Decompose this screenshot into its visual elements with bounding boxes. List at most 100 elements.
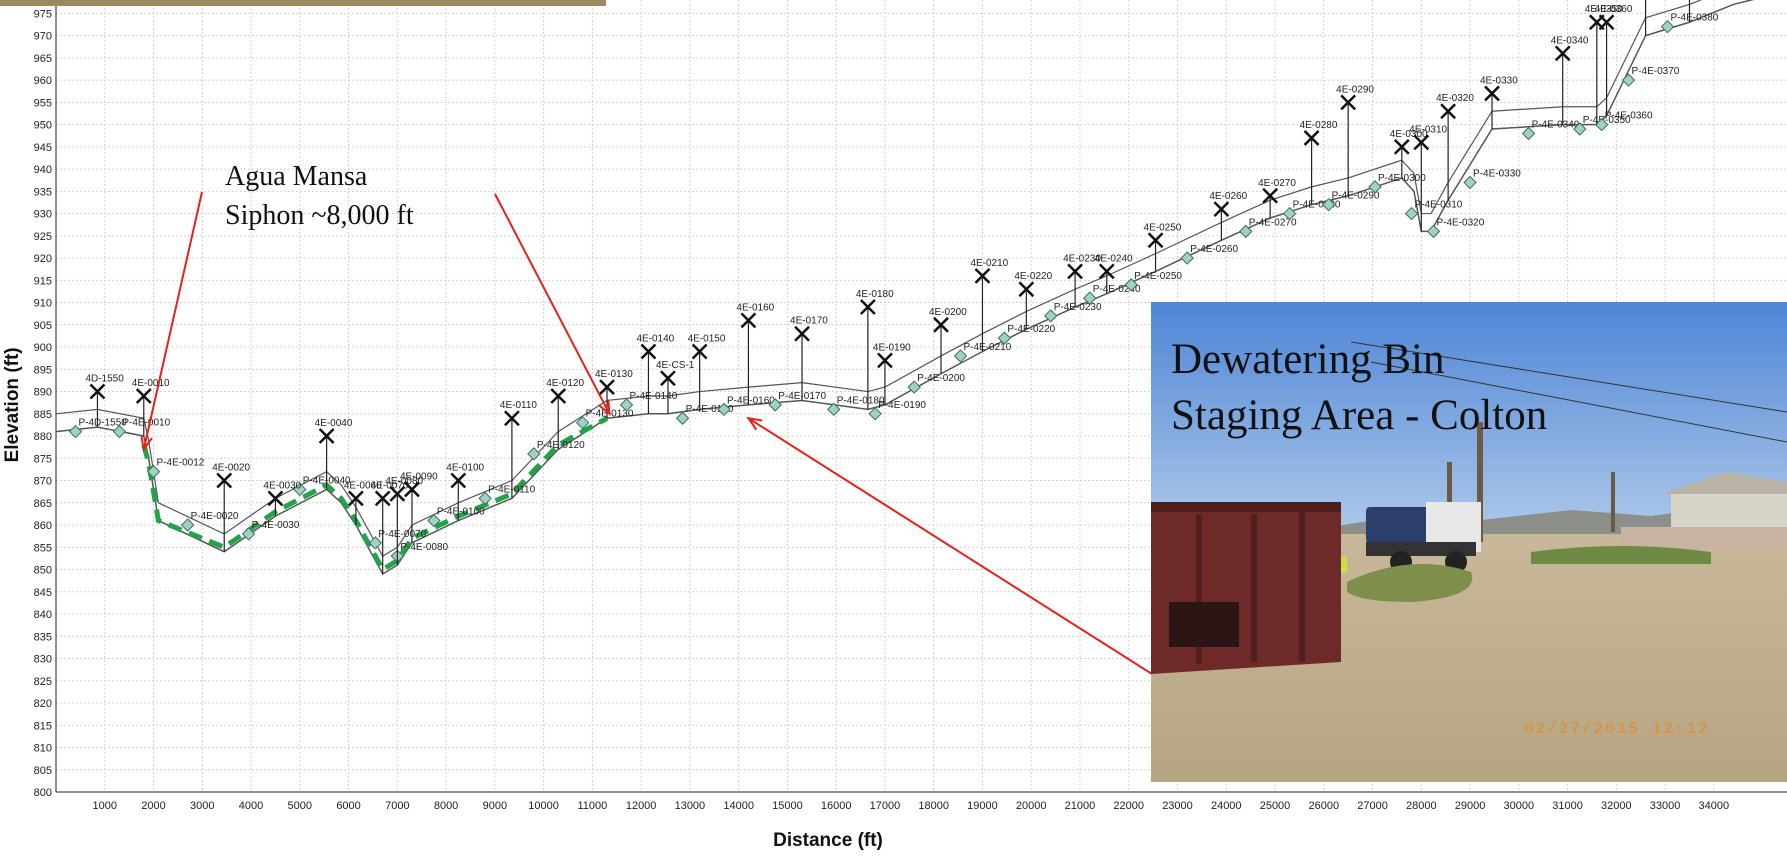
pipe-diamond-marker xyxy=(1368,180,1382,194)
manhole-label: 4E-0120 xyxy=(546,378,584,389)
manhole-label: 4E-0350 xyxy=(1585,4,1623,15)
y-tick-label: 805 xyxy=(34,765,52,777)
bin-staging-arrow-head xyxy=(746,416,763,431)
pipe-label: P-4E-0180 xyxy=(837,395,885,406)
pipe-diamond-marker xyxy=(241,527,256,541)
manhole-x-marker xyxy=(1340,94,1357,111)
y-tick-label: 935 xyxy=(34,186,52,198)
manhole-x-marker xyxy=(1413,134,1430,151)
pipe-label: P-4E-0070 xyxy=(378,529,426,540)
pipe-diamond-marker xyxy=(527,447,541,461)
manhole-label: 4E-0180 xyxy=(856,289,894,300)
y-tick-label: 825 xyxy=(34,676,52,688)
x-tick-label: 10000 xyxy=(528,800,559,812)
y-tick-label: 865 xyxy=(34,498,52,510)
x-tick-label: 21000 xyxy=(1065,800,1096,812)
manhole-x-marker xyxy=(974,267,991,284)
manhole-label: 4E-0110 xyxy=(500,400,538,411)
x-axis-title: Distance (ft) xyxy=(773,830,883,851)
y-tick-label: 885 xyxy=(34,409,52,421)
x-tick-label: 14000 xyxy=(723,800,754,812)
pipe-diamond-marker xyxy=(180,518,195,532)
y-tick-label: 900 xyxy=(34,342,52,354)
x-tick-label: 30000 xyxy=(1504,800,1535,812)
x-tick-label: 4000 xyxy=(239,800,263,812)
siphon-arrow-left xyxy=(142,191,203,450)
x-tick-label: 13000 xyxy=(675,800,706,812)
y-tick-label: 850 xyxy=(34,565,52,577)
pipe-label: P-4E-0100 xyxy=(437,507,485,518)
pipe-label: P-4E-0300 xyxy=(1378,173,1426,184)
pipe-label: P-4E-0230 xyxy=(1054,302,1102,313)
manhole-x-marker xyxy=(347,490,364,507)
pipe-label: P-4E-0240 xyxy=(1093,284,1141,295)
manhole-label: 4E-0250 xyxy=(1144,222,1182,233)
pipe-label: P-4E-0290 xyxy=(1332,191,1380,202)
x-tick-label: 31000 xyxy=(1552,800,1583,812)
y-tick-label: 930 xyxy=(34,209,52,221)
pipe-label: P-4E-0210 xyxy=(964,342,1012,353)
manhole-x-marker xyxy=(504,410,520,427)
x-tick-label: 7000 xyxy=(385,800,409,812)
pipe-label: P-4E-0160 xyxy=(727,395,775,406)
manhole-x-marker xyxy=(374,490,391,507)
pipe-diamond-marker xyxy=(953,349,968,363)
y-tick-label: 840 xyxy=(34,609,52,621)
siphon-arrow-right xyxy=(494,193,611,415)
staging-area-photo-drawing xyxy=(1151,302,1787,782)
manhole-x-marker xyxy=(599,379,615,395)
manhole-x-marker xyxy=(660,370,676,387)
pipe-label: P-4E-0360 xyxy=(1605,111,1653,122)
pipe-diamond-marker xyxy=(1180,251,1194,265)
manhole-label: 4E-0330 xyxy=(1480,75,1518,86)
pipe-diamond-marker xyxy=(1426,224,1441,239)
pipe-diamond-marker xyxy=(768,398,782,412)
siphon-annotation: Agua Mansa Siphon ~8,000 ft xyxy=(225,157,414,235)
pipe-diamond-marker xyxy=(68,424,83,439)
manhole-x-marker xyxy=(1440,103,1456,120)
pipe-label: P-4E-0370 xyxy=(1632,66,1680,77)
manhole-label: 4E-0360 xyxy=(1595,4,1633,15)
pipe-diamond-marker xyxy=(1660,19,1675,34)
pipe-label: P-4E-0330 xyxy=(1473,168,1521,179)
y-tick-label: 945 xyxy=(34,142,52,154)
y-tick-label: 910 xyxy=(34,298,52,310)
manhole-x-marker xyxy=(691,343,708,360)
pipe-diamond-marker xyxy=(675,411,690,425)
manhole-x-marker xyxy=(1393,138,1410,155)
x-tick-label: 17000 xyxy=(870,800,901,812)
manhole-x-marker xyxy=(404,481,420,498)
x-tick-label: 1000 xyxy=(93,800,117,812)
manhole-label: 4E-0290 xyxy=(1336,84,1374,95)
y-tick-label: 870 xyxy=(34,476,52,488)
x-tick-label: 11000 xyxy=(577,800,607,812)
manhole-x-marker xyxy=(1098,263,1115,280)
siphon-arrow-right-head xyxy=(598,399,611,417)
y-tick-label: 860 xyxy=(34,520,52,532)
pipe-diamond-marker xyxy=(827,402,841,417)
y-axis-title: Elevation (ft) xyxy=(2,347,23,462)
y-tick-label: 800 xyxy=(34,787,52,799)
pipe-diamond-marker xyxy=(146,464,161,479)
pipe-diamond-marker xyxy=(427,513,441,528)
x-tick-label: 3000 xyxy=(190,800,214,812)
manhole-label: 4E-0100 xyxy=(446,463,484,474)
x-tick-label: 16000 xyxy=(821,800,852,812)
pipe-label: P-4E-0150 xyxy=(686,404,734,415)
y-tick-label: 920 xyxy=(34,253,52,265)
manhole-label: 4E-0200 xyxy=(929,307,967,318)
pipe-diamond-marker xyxy=(1621,73,1636,87)
pipe-label: P-4E-0020 xyxy=(191,511,239,522)
manhole-label: 4E-0310 xyxy=(1409,124,1447,135)
pipe-diamond-marker xyxy=(575,415,590,430)
pipe-diamond-marker xyxy=(1521,126,1536,141)
manhole-label: 4E-CS-1 xyxy=(656,360,695,371)
y-tick-label: 965 xyxy=(34,53,52,65)
pipe-diamond-marker xyxy=(1573,122,1587,136)
y-tick-label: 875 xyxy=(34,453,52,465)
photo-caption: Dewatering Bin Staging Area - Colton xyxy=(1171,332,1547,444)
staging-area-photo: Dewatering Bin Staging Area - Colton 02/… xyxy=(1151,302,1787,782)
pipe-label: P-4E-0380 xyxy=(1671,13,1719,24)
